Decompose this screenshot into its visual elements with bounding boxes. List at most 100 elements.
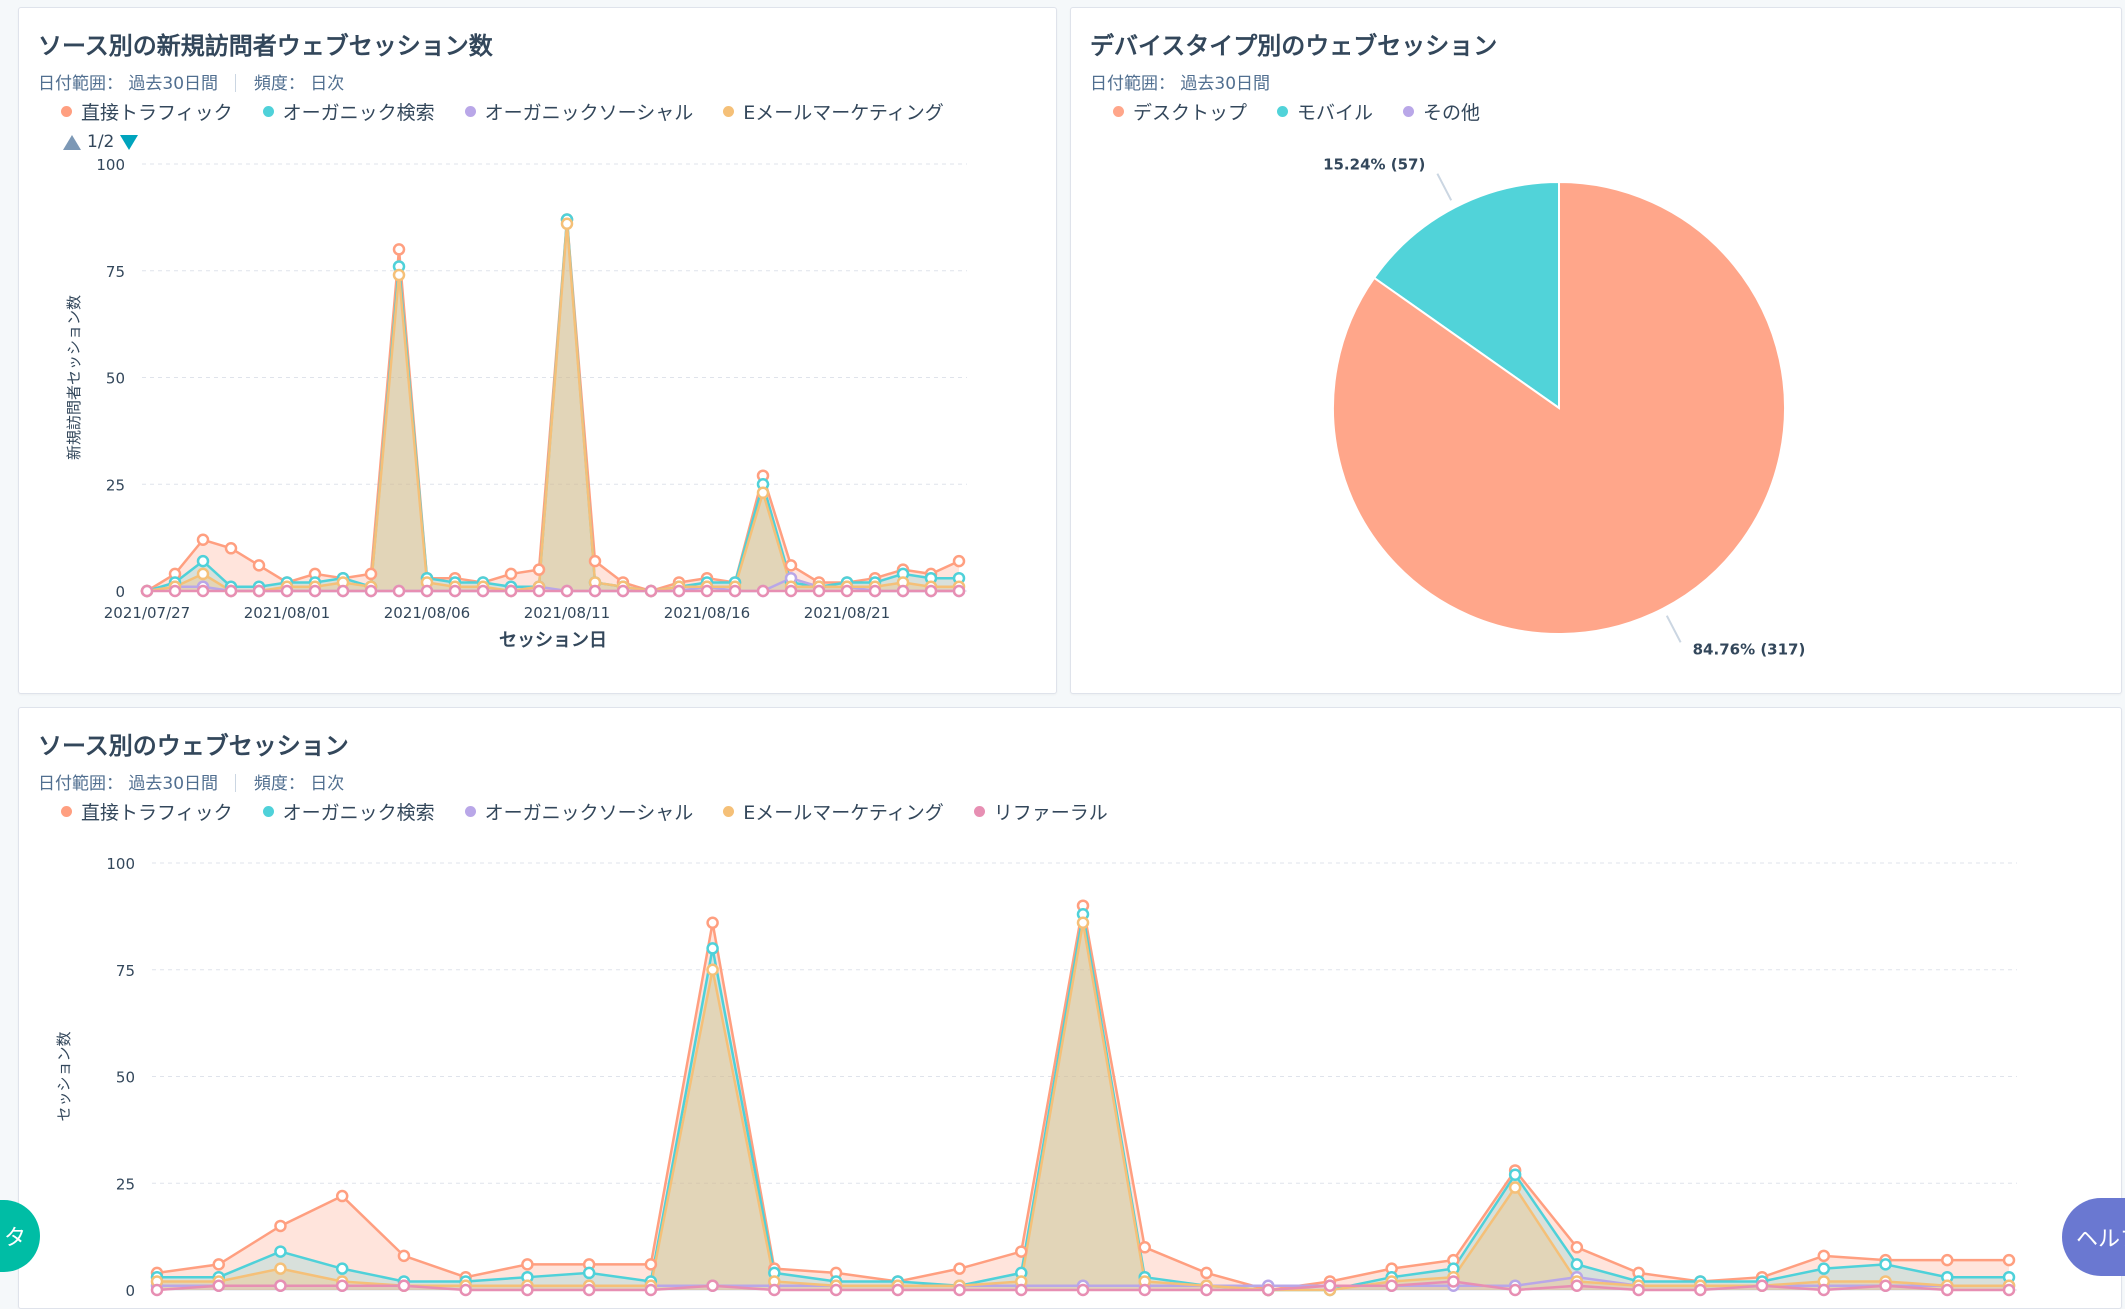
data-point-email[interactable] xyxy=(1508,1181,1522,1194)
data-point-referral[interactable] xyxy=(616,584,630,598)
data-point-direct[interactable] xyxy=(532,563,546,576)
data-point-referral[interactable] xyxy=(891,1283,905,1297)
data-point-referral[interactable] xyxy=(1261,1283,1275,1297)
data-point-direct[interactable] xyxy=(212,1258,225,1271)
legend-item-organic[interactable]: オーガニック検索 xyxy=(262,98,435,125)
data-point-direct[interactable] xyxy=(397,1249,411,1263)
legend-item-desktop[interactable]: デスクトップ xyxy=(1113,98,1247,125)
legend-item-social[interactable]: オーガニックソーシャル xyxy=(464,98,693,125)
data-point-referral[interactable] xyxy=(140,584,154,598)
data-point-referral[interactable] xyxy=(1632,1283,1645,1297)
data-point-direct[interactable] xyxy=(1015,1245,1028,1258)
data-point-organic[interactable] xyxy=(1879,1258,1892,1271)
data-point-referral[interactable] xyxy=(1508,1283,1522,1297)
data-point-email[interactable] xyxy=(392,268,406,282)
data-point-email[interactable] xyxy=(756,486,770,500)
data-point-referral[interactable] xyxy=(280,584,294,598)
data-point-referral[interactable] xyxy=(644,1283,658,1297)
data-point-referral[interactable] xyxy=(1323,1279,1337,1292)
data-point-referral[interactable] xyxy=(784,584,798,598)
data-point-referral[interactable] xyxy=(896,584,910,598)
data-point-referral[interactable] xyxy=(521,1283,534,1297)
data-point-referral[interactable] xyxy=(1015,1283,1028,1297)
legend-item-direct[interactable]: 直接トラフィック xyxy=(61,798,233,825)
data-point-referral[interactable] xyxy=(1694,1283,1707,1297)
data-point-referral[interactable] xyxy=(212,1279,225,1292)
data-point-referral[interactable] xyxy=(1570,1279,1584,1292)
data-point-referral[interactable] xyxy=(1447,1275,1460,1288)
data-point-organic[interactable] xyxy=(706,942,719,955)
data-point-direct[interactable] xyxy=(644,1258,658,1271)
legend-prev-icon[interactable] xyxy=(63,134,81,150)
data-point-direct[interactable] xyxy=(2002,1253,2016,1267)
data-point-referral[interactable] xyxy=(392,584,406,598)
data-point-referral[interactable] xyxy=(768,1283,781,1297)
data-point-direct[interactable] xyxy=(784,559,798,572)
data-point-direct[interactable] xyxy=(1941,1253,1954,1267)
legend-next-icon[interactable] xyxy=(120,134,139,150)
legend-item-mobile[interactable]: モバイル xyxy=(1277,98,1373,125)
pie-slice-mobile[interactable] xyxy=(1372,180,1560,410)
data-point-direct[interactable] xyxy=(1138,1241,1151,1254)
data-point-email[interactable] xyxy=(196,567,210,581)
legend-item-email[interactable]: Eメールマーケティング xyxy=(723,98,944,125)
data-point-direct[interactable] xyxy=(521,1258,534,1271)
data-point-referral[interactable] xyxy=(1076,1283,1090,1297)
data-point-referral[interactable] xyxy=(2002,1283,2016,1297)
data-point-referral[interactable] xyxy=(274,1279,287,1292)
data-point-organic[interactable] xyxy=(1508,1168,1522,1181)
data-point-referral[interactable] xyxy=(308,584,322,598)
data-point-referral[interactable] xyxy=(150,1283,164,1297)
data-point-direct[interactable] xyxy=(196,533,210,547)
data-point-direct[interactable] xyxy=(1570,1241,1584,1254)
legend-item-other[interactable]: その他 xyxy=(1403,98,1480,125)
data-point-referral[interactable] xyxy=(196,584,210,598)
data-point-referral[interactable] xyxy=(840,584,854,598)
data-point-referral[interactable] xyxy=(829,1283,843,1297)
data-point-referral[interactable] xyxy=(560,584,574,598)
data-point-organic[interactable] xyxy=(335,1262,349,1275)
data-point-referral[interactable] xyxy=(397,1279,411,1292)
data-point-direct[interactable] xyxy=(952,554,966,568)
legend-item-referral[interactable]: リファーラル xyxy=(973,798,1108,825)
data-point-referral[interactable] xyxy=(672,584,686,598)
data-point-referral[interactable] xyxy=(953,1283,966,1297)
data-point-direct[interactable] xyxy=(364,567,378,581)
data-point-referral[interactable] xyxy=(644,584,658,598)
data-point-referral[interactable] xyxy=(420,584,434,598)
data-point-direct[interactable] xyxy=(1817,1249,1831,1263)
legend-item-social[interactable]: オーガニックソーシャル xyxy=(464,798,693,825)
data-point-organic[interactable] xyxy=(196,554,210,568)
pie-slice-desktop[interactable] xyxy=(1332,180,1786,635)
data-point-referral[interactable] xyxy=(1385,1279,1398,1292)
legend-item-email[interactable]: Eメールマーケティング xyxy=(723,798,944,825)
data-point-referral[interactable] xyxy=(1138,1283,1151,1297)
data-point-referral[interactable] xyxy=(700,584,714,598)
data-point-referral[interactable] xyxy=(252,584,266,598)
data-point-referral[interactable] xyxy=(582,1283,596,1297)
data-point-email[interactable] xyxy=(274,1262,287,1275)
data-point-direct[interactable] xyxy=(588,554,602,568)
data-point-direct[interactable] xyxy=(224,542,238,555)
data-point-referral[interactable] xyxy=(924,584,938,598)
data-point-referral[interactable] xyxy=(1879,1279,1892,1292)
help-button[interactable]: ヘルプ xyxy=(2062,1198,2125,1276)
data-point-organic[interactable] xyxy=(274,1245,287,1258)
data-point-organic[interactable] xyxy=(1817,1262,1831,1275)
data-point-referral[interactable] xyxy=(952,584,966,598)
data-point-referral[interactable] xyxy=(504,584,518,598)
data-point-referral[interactable] xyxy=(364,584,378,598)
data-point-referral[interactable] xyxy=(1941,1283,1954,1297)
data-point-referral[interactable] xyxy=(168,584,182,598)
data-point-referral[interactable] xyxy=(335,1279,349,1292)
data-point-referral[interactable] xyxy=(1755,1279,1769,1292)
data-point-referral[interactable] xyxy=(1817,1283,1831,1297)
data-point-referral[interactable] xyxy=(476,584,490,598)
data-point-referral[interactable] xyxy=(224,584,238,598)
data-point-referral[interactable] xyxy=(1200,1283,1213,1297)
data-point-direct[interactable] xyxy=(335,1189,349,1203)
data-point-referral[interactable] xyxy=(812,584,826,598)
data-point-referral[interactable] xyxy=(868,584,882,598)
data-point-referral[interactable] xyxy=(756,584,770,598)
legend-item-organic[interactable]: オーガニック検索 xyxy=(262,798,435,825)
